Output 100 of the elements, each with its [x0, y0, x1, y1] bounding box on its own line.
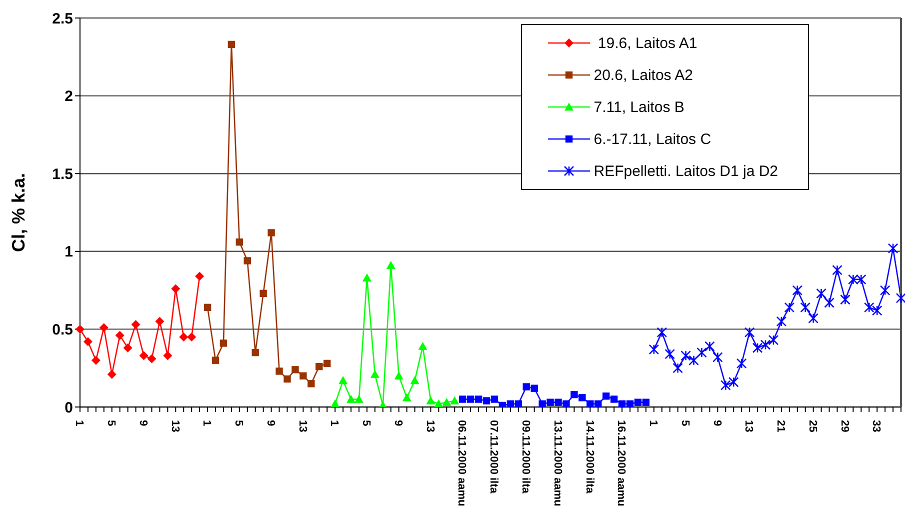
point [776, 316, 787, 327]
y-tick-label: 1.5 [52, 166, 73, 183]
point [856, 274, 866, 285]
point [514, 400, 522, 407]
x-tick-label: 13 [296, 420, 308, 432]
legend-label: 20.6, Laitos A2 [594, 66, 693, 84]
point [784, 302, 795, 313]
point [672, 362, 683, 374]
point [562, 400, 570, 407]
point [466, 396, 474, 403]
legend-label: 6.-17.11, Laitos C [594, 130, 712, 148]
x-tick-label: 5 [360, 420, 372, 426]
point [888, 243, 898, 254]
point [578, 394, 586, 402]
point [362, 273, 372, 282]
point [300, 372, 307, 380]
point [618, 400, 626, 407]
point [736, 358, 747, 369]
legend-label: 7.11, Laitos B [594, 98, 684, 116]
y-tick-label: 0.5 [52, 322, 73, 339]
point [522, 383, 530, 390]
point [642, 398, 650, 406]
x-tick-label: 5 [678, 420, 691, 426]
x-tick-label: 9 [136, 420, 149, 426]
x-tick-label: 1 [647, 420, 660, 426]
point [155, 316, 164, 326]
point [760, 340, 771, 350]
point [538, 400, 546, 407]
y-tick-label: 1 [64, 244, 73, 261]
point [586, 400, 594, 407]
x-tick-label: 06.11.2000 aamu [456, 420, 468, 506]
point [482, 397, 490, 404]
x-tick-label: 5 [232, 420, 245, 426]
point [268, 229, 275, 236]
point [316, 362, 323, 370]
point [459, 396, 466, 403]
point [634, 398, 642, 406]
point [354, 394, 364, 403]
point [880, 285, 890, 296]
point [220, 340, 228, 347]
x-tick-label: 13 [742, 420, 755, 432]
point [744, 327, 755, 338]
x-tick-label: 5 [105, 420, 118, 426]
point [284, 375, 291, 383]
point [418, 342, 428, 350]
x-tick-label: 25 [806, 420, 818, 432]
point [872, 305, 882, 316]
point [712, 352, 723, 362]
point [276, 368, 283, 375]
point [204, 304, 212, 312]
point [308, 380, 315, 388]
point [410, 376, 420, 384]
point [442, 398, 452, 406]
point [292, 366, 299, 374]
point [76, 324, 84, 334]
point [123, 343, 132, 352]
point [236, 238, 244, 246]
legend-label: REFpelletti. Laitos D1 ja D2 [594, 162, 778, 180]
x-tick-label: 9 [264, 420, 276, 426]
point [816, 288, 826, 299]
point [370, 370, 380, 378]
point [107, 370, 116, 379]
point [131, 320, 140, 330]
point [260, 290, 267, 298]
point [554, 398, 562, 406]
point [626, 400, 634, 407]
point [83, 337, 92, 346]
point [728, 376, 739, 388]
point [720, 380, 731, 390]
point [330, 399, 340, 407]
x-tick-label: 13 [168, 420, 181, 432]
x-tick-label: 13 [424, 420, 436, 432]
x-tick-label: 1 [328, 420, 340, 426]
point [704, 341, 715, 352]
point [808, 313, 818, 324]
point [680, 350, 691, 361]
point [323, 360, 331, 368]
point [434, 399, 444, 407]
point [840, 294, 850, 305]
point [115, 330, 124, 340]
point [688, 355, 699, 366]
point [506, 400, 514, 407]
point [768, 334, 779, 346]
point [195, 272, 204, 281]
point [171, 284, 180, 294]
point [402, 393, 412, 402]
point [147, 354, 156, 364]
point [792, 285, 803, 296]
point [752, 342, 763, 354]
point [602, 392, 610, 400]
point [610, 396, 618, 403]
x-tick-label: 9 [392, 420, 404, 426]
point [394, 371, 404, 380]
point [648, 344, 660, 355]
x-tick-label: 1 [73, 420, 86, 426]
point [187, 332, 196, 342]
point [252, 348, 259, 356]
point [896, 292, 905, 304]
point [800, 302, 810, 313]
point [426, 396, 436, 404]
